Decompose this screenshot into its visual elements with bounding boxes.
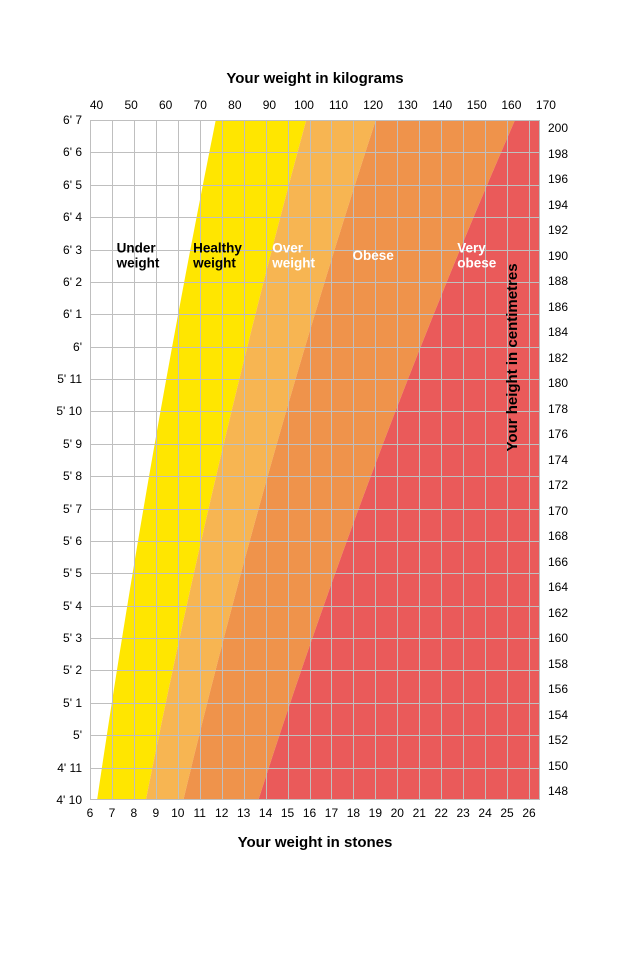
- bmi-chart: { "layout": { "page_w": 640, "page_h": 9…: [0, 0, 640, 960]
- tick-label: 25: [500, 806, 513, 820]
- tick-label: 40: [90, 98, 103, 112]
- tick-label: 4' 10: [56, 793, 82, 807]
- tick-label: 200: [548, 121, 568, 135]
- tick-label: 148: [548, 784, 568, 798]
- tick-label: 5' 3: [63, 631, 82, 645]
- tick-label: 16: [303, 806, 316, 820]
- tick-label: 168: [548, 529, 568, 543]
- tick-label: 5' 11: [57, 372, 82, 386]
- tick-label: 140: [432, 98, 452, 112]
- tick-label: 6': [73, 340, 82, 354]
- tick-label: 5' 6: [63, 534, 82, 548]
- tick-label: 182: [548, 351, 568, 365]
- tick-label: 184: [548, 325, 568, 339]
- tick-label: 176: [548, 427, 568, 441]
- tick-label: 196: [548, 172, 568, 186]
- tick-label: 162: [548, 606, 568, 620]
- tick-label: 12: [215, 806, 228, 820]
- tick-label: 198: [548, 147, 568, 161]
- tick-label: 6' 5: [63, 178, 82, 192]
- tick-label: 6' 7: [63, 113, 82, 127]
- tick-label: 15: [281, 806, 294, 820]
- tick-label: 156: [548, 682, 568, 696]
- tick-label: 4' 11: [57, 761, 82, 775]
- tick-label: 19: [369, 806, 382, 820]
- tick-label: 190: [548, 249, 568, 263]
- tick-label: 5': [73, 728, 82, 742]
- tick-label: 100: [294, 98, 314, 112]
- tick-label: 160: [548, 631, 568, 645]
- x-top-title: Your weight in kilograms: [226, 70, 403, 87]
- tick-label: 21: [413, 806, 426, 820]
- tick-label: 158: [548, 657, 568, 671]
- tick-label: 5' 10: [56, 404, 82, 418]
- tick-label: 174: [548, 453, 568, 467]
- tick-label: 8: [131, 806, 138, 820]
- tick-label: 5' 7: [63, 502, 82, 516]
- tick-label: 170: [536, 98, 556, 112]
- tick-label: 5' 1: [63, 696, 82, 710]
- y-right-title: Your height in centimetres: [504, 263, 521, 451]
- tick-label: 17: [325, 806, 338, 820]
- tick-label: 180: [548, 376, 568, 390]
- tick-label: 150: [548, 759, 568, 773]
- tick-label: 6' 4: [63, 210, 82, 224]
- tick-label: 186: [548, 300, 568, 314]
- plot-svg: [90, 120, 540, 800]
- tick-label: 166: [548, 555, 568, 569]
- plot-area: [90, 120, 540, 800]
- tick-label: 6: [87, 806, 94, 820]
- tick-label: 7: [109, 806, 116, 820]
- tick-label: 22: [435, 806, 448, 820]
- x-bottom-title: Your weight in stones: [238, 834, 393, 851]
- tick-label: 20: [391, 806, 404, 820]
- tick-label: 5' 2: [63, 663, 82, 677]
- tick-label: 11: [194, 806, 206, 820]
- tick-label: 5' 8: [63, 469, 82, 483]
- tick-label: 90: [263, 98, 276, 112]
- tick-label: 188: [548, 274, 568, 288]
- tick-label: 130: [398, 98, 418, 112]
- tick-label: 152: [548, 733, 568, 747]
- tick-label: 60: [159, 98, 172, 112]
- tick-label: 194: [548, 198, 568, 212]
- tick-label: 80: [228, 98, 241, 112]
- tick-label: 150: [467, 98, 487, 112]
- tick-label: 6' 6: [63, 145, 82, 159]
- tick-label: 70: [194, 98, 207, 112]
- tick-label: 50: [124, 98, 137, 112]
- tick-label: 14: [259, 806, 272, 820]
- tick-label: 178: [548, 402, 568, 416]
- tick-label: 9: [153, 806, 160, 820]
- tick-label: 5' 4: [63, 599, 82, 613]
- bmi-bands: [90, 120, 540, 800]
- tick-label: 26: [522, 806, 535, 820]
- tick-label: 154: [548, 708, 568, 722]
- tick-label: 13: [237, 806, 250, 820]
- tick-label: 170: [548, 504, 568, 518]
- tick-label: 192: [548, 223, 568, 237]
- tick-label: 172: [548, 478, 568, 492]
- tick-label: 164: [548, 580, 568, 594]
- tick-label: 24: [478, 806, 491, 820]
- tick-label: 160: [501, 98, 521, 112]
- tick-label: 110: [329, 98, 348, 112]
- tick-label: 5' 9: [63, 437, 82, 451]
- tick-label: 6' 2: [63, 275, 82, 289]
- tick-label: 18: [347, 806, 360, 820]
- tick-label: 5' 5: [63, 566, 82, 580]
- tick-label: 23: [456, 806, 469, 820]
- tick-label: 6' 1: [63, 307, 82, 321]
- tick-label: 120: [363, 98, 383, 112]
- tick-label: 6' 3: [63, 243, 82, 257]
- tick-label: 10: [171, 806, 184, 820]
